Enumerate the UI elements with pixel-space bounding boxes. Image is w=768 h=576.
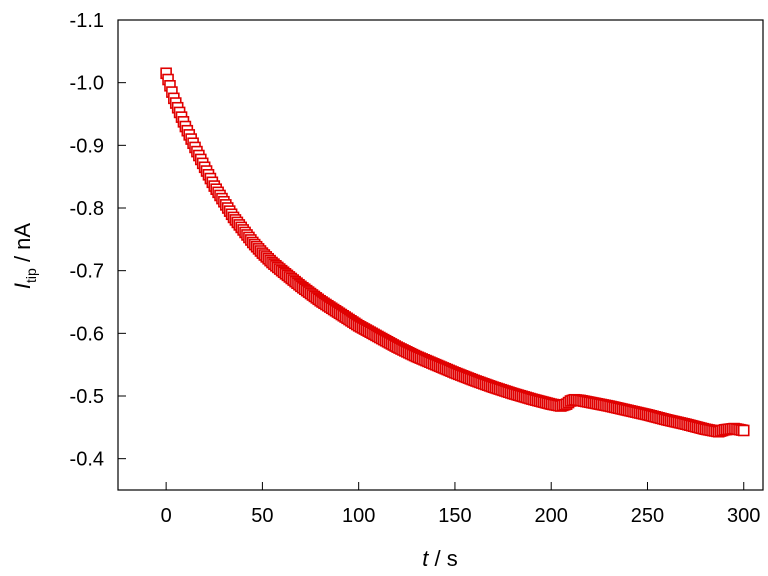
x-tick-label: 100	[342, 505, 375, 527]
y-axis-title: Itip / nA	[10, 223, 39, 289]
y-tick-label: -1.1	[70, 10, 104, 32]
y-axis-ticks: -1.1 -1.0 -0.9 -0.8 -0.7 -0.6 -0.5 -0.4	[70, 10, 126, 471]
y-axis-title-symbol: I	[10, 283, 35, 289]
data-series	[160, 67, 750, 438]
x-tick-label: 0	[161, 505, 172, 527]
y-axis-title-unit: / nA	[10, 223, 35, 269]
y-tick-label: -0.7	[70, 261, 104, 283]
y-tick-label: -0.8	[70, 198, 104, 220]
x-axis-title-symbol: t	[422, 546, 429, 571]
y-tick-label: -0.4	[70, 449, 104, 471]
y-tick-label: -0.9	[70, 135, 104, 157]
x-tick-label: 50	[251, 505, 273, 527]
x-axis-title: t / s	[422, 546, 457, 571]
x-tick-label: 300	[727, 505, 760, 527]
x-tick-label: 150	[438, 505, 471, 527]
x-tick-label: 250	[631, 505, 664, 527]
y-tick-label: -1.0	[70, 73, 104, 95]
plot-frame	[117, 19, 764, 491]
y-axis-title-subscript: tip	[23, 268, 39, 283]
x-tick-label: 200	[535, 505, 568, 527]
x-axis-ticks: 0 50 100 150 200 250 300	[161, 482, 760, 527]
y-tick-label: -0.5	[70, 386, 104, 408]
x-axis-title-unit: / s	[428, 546, 457, 571]
data-point	[737, 424, 750, 437]
y-tick-label: -0.6	[70, 323, 104, 345]
